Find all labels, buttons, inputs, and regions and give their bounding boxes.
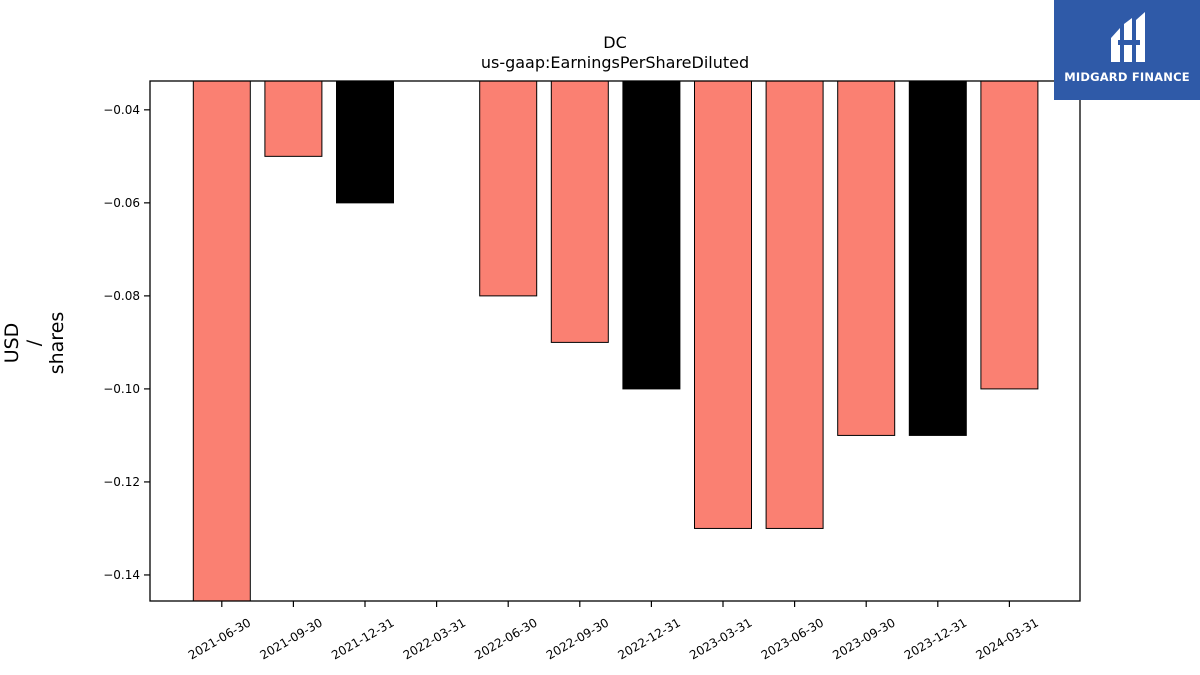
bar-2022-06-30: [479, 80, 538, 297]
x-tick-label: 2021-09-30: [257, 615, 324, 662]
y-axis: −0.04 −0.06 −0.08 −0.10 −0.12 −0.14: [103, 103, 150, 582]
x-tick-label: 2022-03-31: [401, 615, 468, 662]
x-axis: 2021-06-30 2021-09-30 2021-12-31 2022-03-31…: [186, 601, 1041, 662]
logo-text: MIDGARD FINANCE: [1064, 70, 1190, 84]
y-tick-label: −0.08: [103, 289, 140, 303]
y-tick-label: −0.04: [103, 103, 140, 117]
x-tick-label: 2022-12-31: [615, 615, 682, 662]
bar-2021-12-31: [336, 80, 394, 204]
y-tick-label: −0.06: [103, 196, 140, 210]
bar-2023-03-31: [694, 80, 752, 529]
bar-2024-03-31: [980, 80, 1039, 390]
y-axis-label-line-1: USD: [1, 323, 23, 364]
y-axis-label-line-2: /: [23, 339, 45, 346]
x-tick-label: 2023-03-31: [687, 615, 754, 662]
bar-2021-06-30: [192, 80, 251, 602]
x-tick-label: 2023-12-31: [902, 615, 969, 662]
x-tick-label: 2021-12-31: [329, 615, 396, 662]
y-tick-label: −0.10: [103, 382, 140, 396]
midgard-logo-mark-icon: [1111, 12, 1145, 62]
x-tick-label: 2023-09-30: [830, 615, 897, 662]
y-axis-label: USD / shares: [1, 312, 68, 375]
x-tick-label: 2023-06-30: [759, 615, 826, 662]
chart-subtitle: us-gaap:EarningsPerShareDiluted: [481, 53, 749, 72]
bar-2022-12-31: [622, 80, 681, 390]
bar-2023-06-30: [765, 80, 824, 529]
x-tick-label: 2022-09-30: [544, 615, 611, 662]
bar-2022-09-30: [550, 80, 609, 343]
x-tick-label: 2021-06-30: [186, 615, 253, 662]
chart-title: DC: [603, 33, 627, 52]
bar-2023-12-31: [908, 80, 967, 436]
y-tick-label: −0.14: [103, 568, 140, 582]
y-tick-label: −0.12: [103, 475, 140, 489]
bars: [192, 80, 1039, 602]
midgard-finance-logo: MIDGARD FINANCE: [1054, 0, 1200, 100]
x-tick-label: 2022-06-30: [472, 615, 539, 662]
bar-2021-09-30: [264, 80, 323, 157]
x-tick-label: 2024-03-31: [973, 615, 1040, 662]
plot-frame: [149, 80, 1081, 602]
y-axis-label-line-3: shares: [46, 312, 68, 375]
bar-2023-09-30: [837, 80, 896, 436]
